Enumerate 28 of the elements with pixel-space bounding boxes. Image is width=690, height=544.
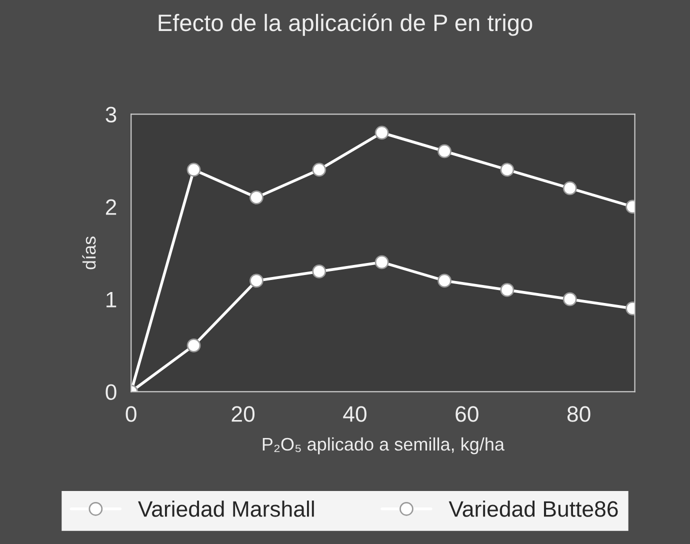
chart-title: Efecto de la aplicación de P en trigo: [158, 14, 532, 36]
point: [250, 190, 264, 204]
y-tick-label: 3: [106, 106, 116, 123]
x-axis-title: P₂O₅ aplicado a semilla, kg/ha: [262, 437, 505, 454]
point: [438, 144, 452, 158]
point: [186, 162, 201, 177]
x-tick-label: 80: [567, 406, 590, 422]
y-tick-label: 2: [106, 199, 116, 215]
y-axis-title: días: [82, 236, 96, 270]
y-tick-label: 0: [106, 384, 116, 400]
point: [562, 181, 577, 196]
point: [186, 338, 201, 352]
point: [374, 126, 389, 140]
x-tick-label: 40: [343, 406, 366, 422]
point: [500, 283, 514, 297]
y-tick-label: 1: [106, 292, 116, 308]
legend-label: Variedad Marshall: [138, 500, 314, 517]
x-tick-label: 0: [126, 406, 136, 422]
point: [500, 162, 514, 177]
legend-label: Variedad Butte86: [448, 500, 618, 517]
point: [250, 274, 264, 288]
x-tick-label: 20: [232, 406, 255, 422]
point: [438, 274, 452, 288]
point: [562, 292, 577, 306]
point: [374, 255, 389, 270]
x-tick-label: 60: [456, 406, 478, 422]
point: [312, 264, 326, 278]
point: [312, 162, 326, 177]
